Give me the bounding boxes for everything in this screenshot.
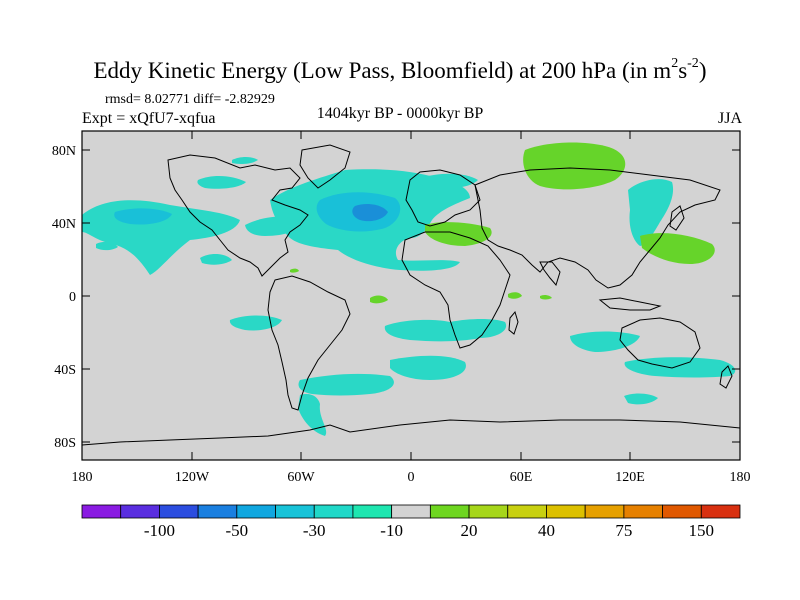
lat-tick-label: 80S [54,436,76,451]
colorbar-label: -30 [303,521,326,540]
coast-australia [619,317,701,369]
patch-southern-ocean-small [624,393,658,405]
lat-tick-label: 0 [69,290,76,305]
colorbar-swatch [313,504,354,519]
lat-tick-label: 80N [52,144,76,159]
stats-text: rmsd= 8.02771 diff= -2.82929 [105,92,275,107]
colorbar-swatch [623,504,663,519]
patch-pacific-equator [290,268,299,273]
patch-southern-ocean-south-america [298,394,327,436]
colorbar-swatch [236,504,276,519]
patch-siberia [523,142,626,190]
colorbar-label: 40 [538,521,555,540]
lat-tick-label: 40N [52,217,76,232]
patch-southern-ocean-east [624,357,736,378]
coast-europe [405,169,481,227]
patch-south-pacific-west [390,355,466,380]
coast-new-zealand [719,365,733,389]
lon-tick-label: 120E [615,470,645,485]
coast-madagascar [508,310,519,335]
patch-hudson [197,176,246,189]
colorbar-swatch [120,504,160,519]
patch-east-asia-green [640,233,715,264]
coast-greenland [299,144,351,189]
colorbar-swatch [546,504,586,519]
patch-south-atlantic [384,319,507,342]
lon-tick-label: 120W [175,470,210,485]
lon-tick-label: 180 [72,470,93,485]
patch-pacific-small [96,241,118,251]
patch-south-pacific-band [298,373,394,396]
colorbar-label: -50 [225,521,248,540]
coast-antarctica [81,419,741,446]
patch-indian-ocean [570,331,640,352]
colorbar-swatch [429,504,470,519]
patch-south-pacific-east [229,315,282,331]
colorbar-swatch [507,504,547,519]
anomaly-patches [82,142,736,436]
patch-atlantic-equator [370,295,388,304]
colorbar-swatch [584,504,625,519]
patch-north-pacific-core [114,208,172,225]
colorbar-swatch [159,504,199,519]
colorbar-swatch [81,504,122,519]
colorbar [81,504,741,519]
patch-africa-equator [508,292,522,299]
lon-axis [81,131,741,460]
coast-north-america [167,154,309,277]
experiment-label: Expt = xQfU7-xqfua [82,110,216,127]
patch-pacific-us [200,254,232,265]
coastlines [81,144,741,446]
page-title: Eddy Kinetic Energy (Low Pass, Bloomfiel… [93,56,707,83]
colorbar-swatch [700,504,741,519]
colorbar-label: -10 [380,521,403,540]
colorbar-swatch [468,504,509,519]
colorbar-swatch [391,504,431,519]
colorbar-label: 150 [689,521,715,540]
lat-axis [82,149,740,443]
colorbar-labels: -100 -50 -30 -10 20 40 75 150 [144,521,714,540]
colorbar-swatch [662,504,702,519]
colorbar-swatch [352,504,393,519]
patch-alaska [232,157,258,164]
coast-india [539,261,561,287]
coast-japan [669,205,685,231]
lon-tick-label: 180 [730,470,751,485]
colorbar-swatch [197,504,238,519]
patch-east-asia [628,179,674,246]
period-label: 1404kyr BP - 0000kyr BP [316,105,484,122]
lon-tick-label: 0 [408,470,415,485]
colorbar-label: 75 [615,521,632,540]
colorbar-label: 20 [461,521,478,540]
season-label: JJA [717,110,742,127]
lat-tick-label: 40S [54,363,76,378]
coast-asia [474,167,721,289]
coast-africa [401,231,511,349]
colorbar-label: -100 [144,521,175,540]
patch-north-atlantic-center [352,204,388,222]
colorbar-swatch [275,504,315,519]
coast-indonesia [598,297,662,311]
lon-tick-label: 60W [287,470,315,485]
patch-indian-equator [540,294,552,300]
lon-tick-label: 60E [510,470,533,485]
coast-south-america [267,275,351,411]
